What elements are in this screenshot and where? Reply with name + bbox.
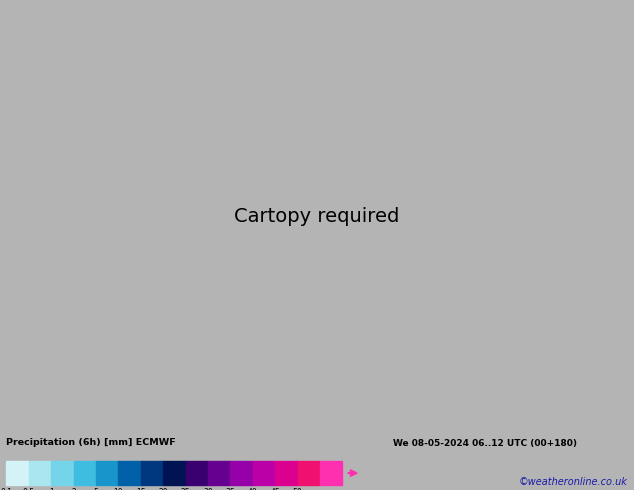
Bar [208, 461, 230, 486]
Bar [297, 461, 320, 486]
Text: 10: 10 [113, 488, 123, 490]
Bar [230, 461, 253, 486]
Text: 45: 45 [270, 488, 280, 490]
Bar [275, 461, 297, 486]
Bar [163, 461, 186, 486]
Bar [253, 461, 275, 486]
Text: 20: 20 [158, 488, 168, 490]
Text: 35: 35 [226, 488, 235, 490]
Text: 40: 40 [248, 488, 257, 490]
Bar [186, 461, 208, 486]
Bar [141, 461, 163, 486]
Text: 25: 25 [181, 488, 190, 490]
Bar [29, 461, 51, 486]
Bar [320, 461, 342, 486]
Text: 2: 2 [71, 488, 76, 490]
Text: Cartopy required: Cartopy required [235, 207, 399, 226]
Text: 30: 30 [203, 488, 213, 490]
Text: 5: 5 [93, 488, 98, 490]
Text: 0.1: 0.1 [1, 488, 12, 490]
Bar [74, 461, 96, 486]
Text: 15: 15 [136, 488, 146, 490]
Text: ©weatheronline.co.uk: ©weatheronline.co.uk [519, 477, 628, 487]
Text: We 08-05-2024 06..12 UTC (00+180): We 08-05-2024 06..12 UTC (00+180) [393, 439, 577, 448]
Bar [51, 461, 74, 486]
Text: 1: 1 [49, 488, 53, 490]
Bar [119, 461, 141, 486]
Text: 0.5: 0.5 [23, 488, 35, 490]
Bar [6, 461, 29, 486]
Text: 50: 50 [293, 488, 302, 490]
Bar [96, 461, 119, 486]
Text: Precipitation (6h) [mm] ECMWF: Precipitation (6h) [mm] ECMWF [6, 438, 176, 447]
